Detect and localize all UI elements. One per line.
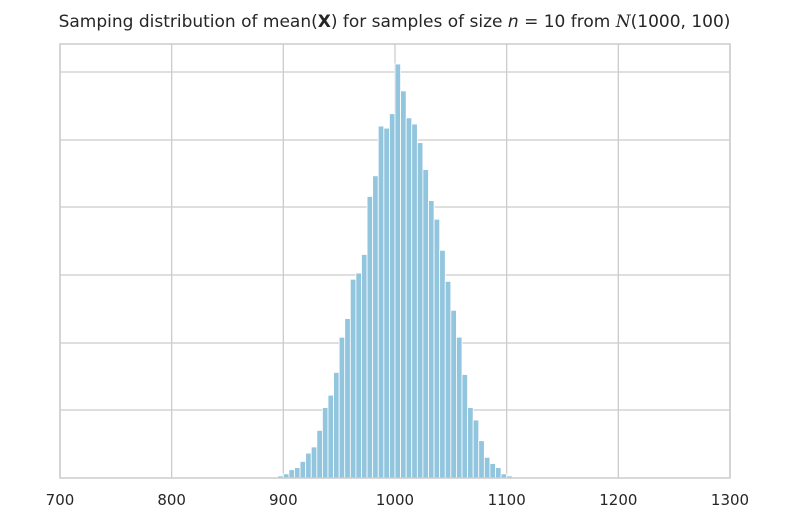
histogram-bar <box>377 125 385 479</box>
histogram-bar <box>310 446 318 479</box>
histogram-bar <box>338 336 346 479</box>
histogram-bar <box>355 272 362 479</box>
title-middle: ) for samples of size <box>330 12 508 32</box>
histogram-bar <box>316 429 323 479</box>
histogram-bar <box>467 407 474 479</box>
x-tick-labels: 700 800 900 1000 1100 1200 1300 <box>46 491 749 509</box>
x-tick-label: 1200 <box>599 491 637 509</box>
histogram-bar <box>428 200 435 479</box>
histogram-bar <box>433 218 441 479</box>
title-dist-params: (1000, 100) <box>630 12 731 32</box>
histogram-bar <box>383 127 390 479</box>
histogram-bar <box>394 63 401 479</box>
histogram-bar <box>305 452 312 479</box>
x-tick-label: 900 <box>269 491 298 509</box>
histogram-bar <box>389 113 396 479</box>
x-tick-label: 1100 <box>488 491 526 509</box>
histogram-bar <box>288 469 295 479</box>
x-tick-label: 700 <box>46 491 75 509</box>
histogram-bar <box>439 249 446 479</box>
title-dist-symbol: N <box>615 12 631 32</box>
title-prefix: Samping distribution of mean( <box>58 12 318 32</box>
histogram-bar <box>327 394 334 479</box>
histogram-bar <box>322 407 329 479</box>
histogram-bar <box>299 461 307 479</box>
histogram-bar <box>461 374 468 479</box>
histogram-bar <box>333 372 340 479</box>
x-tick-label: 800 <box>157 491 186 509</box>
histogram-bar <box>411 123 418 479</box>
histogram-bar <box>349 278 357 479</box>
histogram-bar <box>344 318 351 479</box>
x-tick-label: 1000 <box>376 491 414 509</box>
histogram-bar <box>361 254 368 479</box>
histogram-bar <box>489 463 496 479</box>
histogram-bar <box>416 142 424 479</box>
histogram-bar <box>405 117 413 479</box>
histogram-bars <box>277 63 519 479</box>
histogram-bar <box>400 90 407 479</box>
histogram-bar <box>456 336 463 479</box>
title-n-symbol: n <box>507 12 519 32</box>
histogram-bar <box>372 175 379 479</box>
histogram-bar <box>495 467 502 479</box>
x-tick-label: 1300 <box>711 491 749 509</box>
histogram-bar <box>444 280 452 479</box>
histogram-bar <box>422 169 429 479</box>
histogram-bar <box>483 456 491 479</box>
plot-frame <box>59 43 731 479</box>
title-n-equals: = 10 from <box>518 12 616 32</box>
title-bold-x: X <box>317 12 331 32</box>
histogram-bar <box>450 309 457 479</box>
histogram-bar <box>472 419 480 479</box>
histogram-bar <box>478 440 485 479</box>
histogram-bar <box>294 467 301 479</box>
histogram-bar <box>366 196 374 479</box>
chart-title: Samping distribution of mean(X) for samp… <box>0 12 789 32</box>
